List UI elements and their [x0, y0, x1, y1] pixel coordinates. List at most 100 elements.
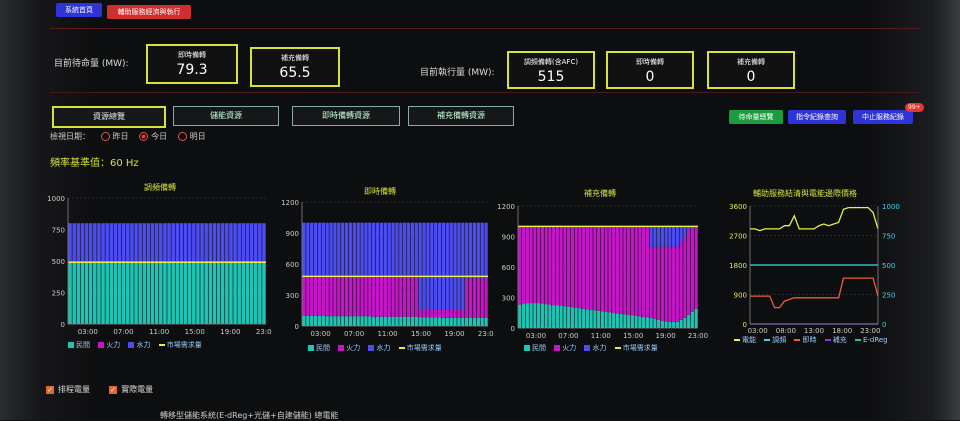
tab-realtime-resources[interactable]: 即時備轉資源 — [292, 106, 400, 126]
divider — [50, 92, 920, 93]
bar — [406, 316, 411, 326]
bar — [660, 246, 664, 321]
tab-storage-resources[interactable]: 儲能資源 — [173, 106, 279, 126]
x-tick-label: 23:00 — [860, 327, 880, 335]
legend-thermal: 火力 — [346, 344, 361, 352]
bar — [163, 223, 167, 263]
radio-tomorrow[interactable] — [177, 132, 187, 141]
bar — [600, 226, 604, 312]
bar — [262, 262, 266, 324]
bar — [368, 316, 372, 326]
y-tick-label: 0 — [61, 321, 65, 329]
exec-realtime-value: 0 — [645, 69, 655, 85]
radio-today[interactable] — [139, 132, 149, 141]
standby-overview-button[interactable]: 待命量總覽 — [729, 110, 783, 124]
bar — [675, 246, 679, 322]
bar — [117, 223, 122, 263]
bar — [567, 226, 571, 307]
bar — [522, 226, 526, 304]
bar — [321, 222, 325, 277]
bar — [683, 236, 687, 318]
bar — [72, 223, 76, 263]
bar — [121, 223, 126, 263]
bar — [472, 278, 477, 318]
bar — [619, 226, 623, 314]
bar — [593, 226, 597, 311]
x-tick-label: 15:00 — [411, 330, 431, 338]
checkbox-actual[interactable]: ✓ — [109, 385, 118, 394]
bar — [687, 226, 691, 230]
bar — [597, 226, 601, 311]
bar — [258, 223, 262, 263]
bar — [313, 315, 318, 326]
bar — [690, 226, 694, 312]
bar — [410, 222, 415, 277]
chart-price-title: 輔助服務結清與電能邊際價格 — [753, 189, 857, 198]
bar — [341, 222, 345, 277]
tab-supplemental-resources[interactable]: 補充備轉資源 — [408, 106, 514, 126]
bar — [690, 311, 694, 328]
bar — [465, 278, 469, 318]
legend-hydro: 水力 — [376, 344, 391, 352]
y-right-tick-label: 750 — [882, 233, 895, 241]
bar — [645, 317, 649, 328]
bar — [418, 222, 422, 309]
bar — [418, 317, 422, 326]
bar — [468, 222, 473, 279]
stop-record-button[interactable]: 中止服務紀錄 — [853, 110, 913, 124]
y-tick-label: 900 — [286, 230, 299, 238]
y-left-tick-label: 1800 — [729, 262, 747, 270]
bar — [683, 226, 687, 237]
bar — [245, 223, 250, 263]
bar — [672, 321, 676, 328]
y-left-tick-label: 2700 — [729, 233, 747, 241]
x-tick-label: 19:00 — [220, 328, 240, 336]
legend-hydro: 水力 — [592, 344, 607, 352]
exec-supplemental-value: 0 — [746, 69, 756, 85]
storage-energy-title: 轉移型儲能系統(E-dReg+光儲+自建儲能) 總電能 — [160, 411, 339, 420]
bar — [364, 276, 368, 317]
bar — [570, 307, 574, 328]
bar — [333, 276, 337, 317]
y-tick-label: 250 — [52, 290, 65, 298]
y-tick-label: 300 — [502, 295, 515, 303]
bar — [325, 316, 329, 326]
bar — [441, 222, 446, 310]
tab-resource-overview[interactable]: 資源總覽 — [52, 106, 166, 128]
bar — [321, 276, 325, 316]
bar — [399, 276, 403, 317]
bar — [660, 320, 664, 328]
radio-yesterday[interactable] — [100, 132, 110, 141]
frequency-baseline: 頻率基準值：60 Hz — [50, 158, 139, 169]
bar — [422, 308, 426, 318]
bar — [175, 262, 180, 324]
chart-regulation: 0 250 500 750 1000 03:00 07:00 11:00 15:00 19:00 2… — [47, 195, 272, 336]
bar — [675, 226, 679, 247]
bar — [484, 317, 488, 326]
executing-label: 目前執行量 (MW): — [420, 68, 495, 78]
bar — [480, 278, 484, 318]
bar — [642, 316, 646, 328]
bar — [171, 223, 175, 263]
bar — [253, 262, 258, 324]
legend-realtime: 即時 — [802, 336, 817, 344]
checkbox-scheduled[interactable]: ✓ — [46, 385, 54, 394]
bar — [159, 262, 163, 324]
bar — [337, 276, 341, 317]
bar — [93, 262, 97, 324]
bar — [109, 223, 114, 263]
bar — [418, 308, 422, 318]
bar — [476, 278, 480, 318]
bar — [453, 222, 457, 310]
service-execution-button[interactable]: 輔助服務經濟與執行 — [107, 5, 191, 19]
dispatch-query-button[interactable]: 指令紀錄查詢 — [788, 110, 846, 124]
bar — [589, 226, 593, 310]
bar — [582, 308, 586, 328]
bar — [249, 223, 254, 263]
home-button[interactable]: 系統首頁 — [56, 3, 102, 17]
bar — [383, 316, 387, 326]
legend-civil: 民間 — [532, 344, 546, 352]
bar — [484, 222, 488, 279]
legend-hydro: 水力 — [136, 341, 151, 349]
bar — [134, 262, 138, 324]
